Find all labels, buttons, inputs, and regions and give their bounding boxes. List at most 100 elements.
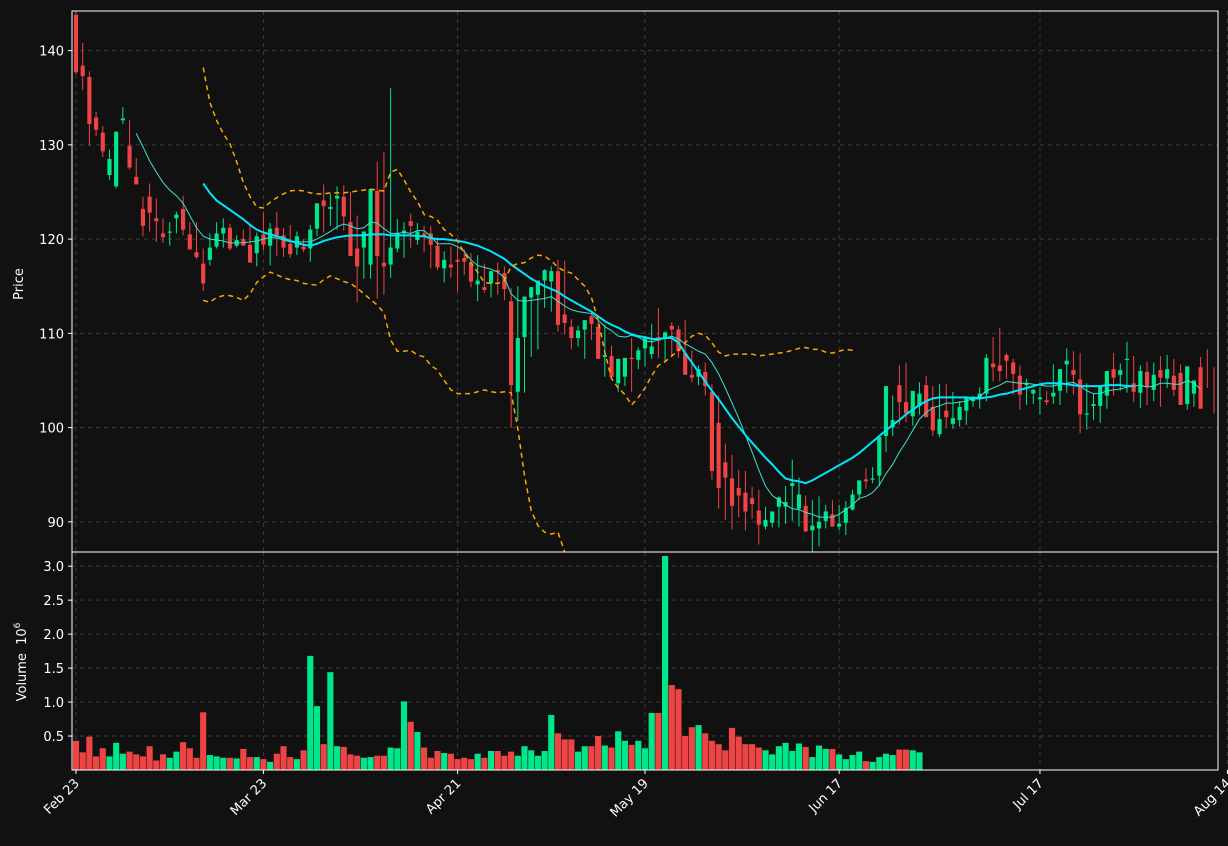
volume-bar — [514, 755, 521, 770]
volume-bar — [655, 712, 662, 770]
price-ytick-label: 130 — [39, 139, 64, 154]
volume-bar — [293, 759, 300, 770]
volume-bar — [99, 748, 106, 770]
volume-bar — [836, 754, 843, 770]
candle-body — [1131, 383, 1136, 392]
candle-body — [1031, 389, 1036, 394]
volume-bar — [876, 757, 883, 770]
volume-bar — [916, 752, 923, 770]
indicator-line-1 — [202, 182, 1134, 485]
candle-body — [100, 132, 105, 152]
volume-bar — [628, 744, 635, 770]
volume-bar — [146, 746, 153, 770]
candle-body — [723, 462, 728, 478]
candle-body — [857, 480, 862, 495]
candle-body — [897, 385, 902, 403]
volume-bar — [702, 733, 709, 770]
volume-bar — [735, 736, 742, 770]
volume-bar — [313, 706, 321, 770]
volume-bar — [240, 748, 247, 770]
volume-bar — [769, 754, 776, 770]
volume-bar — [521, 746, 528, 770]
volume-bar — [541, 750, 548, 770]
volume-ytick-label: 2.0 — [43, 628, 64, 643]
candle-body — [984, 357, 989, 394]
candle-body — [94, 117, 99, 130]
volume-ytick-label: 1.5 — [43, 662, 64, 677]
volume-bar — [307, 655, 314, 770]
volume-bar — [206, 755, 213, 770]
candle-body — [756, 510, 761, 525]
volume-bar — [287, 757, 294, 770]
candle-body — [495, 270, 500, 273]
candle-body — [422, 233, 427, 237]
volume-bar — [139, 756, 147, 770]
volume-bar — [688, 727, 695, 770]
volume-bar — [340, 746, 347, 770]
candle-body — [73, 14, 79, 73]
price-candles — [73, 11, 1215, 552]
volume-bar — [126, 751, 133, 770]
candle-body — [515, 338, 520, 392]
candle-body — [863, 479, 868, 482]
volume-bar — [300, 750, 307, 770]
volume-bar — [755, 747, 762, 770]
volume-bar — [421, 747, 428, 770]
candle-body — [247, 244, 253, 263]
volume-bar — [427, 757, 434, 770]
volume-bar — [501, 755, 508, 770]
volume-ytick-label: 0.5 — [43, 730, 64, 745]
volume-bar — [193, 757, 200, 770]
candle-body — [582, 320, 587, 330]
volume-bar — [882, 753, 890, 770]
candle-body — [221, 227, 226, 234]
candle-body — [589, 316, 594, 324]
volume-bar — [200, 712, 207, 770]
candle-body — [803, 505, 808, 532]
volume-bar — [173, 751, 180, 770]
volume-bar — [186, 748, 193, 770]
candle-body — [596, 326, 601, 359]
volume-bar — [722, 750, 729, 770]
candle-body — [1044, 400, 1049, 403]
volume-bar — [809, 757, 816, 770]
volume-bar — [387, 747, 394, 770]
volume-bar — [461, 757, 468, 770]
candle-body — [837, 523, 842, 527]
candle-body — [790, 483, 795, 487]
volume-ytick-label: 1.0 — [43, 696, 64, 711]
volume-bar — [367, 757, 374, 770]
volume-bar — [682, 736, 689, 770]
volume-bar — [106, 756, 113, 770]
volume-bar — [601, 745, 608, 770]
volume-bar — [333, 746, 341, 770]
volume-bar — [574, 751, 582, 770]
candle-body — [509, 301, 514, 386]
price-ytick-label: 100 — [39, 422, 64, 437]
candle-body — [127, 145, 132, 168]
volume-bar — [481, 757, 488, 770]
candle-body — [1064, 360, 1069, 365]
candle-body — [843, 507, 848, 523]
volume-bar — [119, 753, 126, 770]
candle-body — [776, 497, 781, 507]
volume-bar — [354, 755, 361, 770]
candle-body — [1178, 372, 1183, 405]
candle-body — [187, 234, 192, 250]
candle-body — [609, 355, 614, 377]
price-grid — [72, 11, 1228, 552]
candle-body — [991, 363, 996, 368]
candle-body — [395, 233, 400, 249]
candle-body — [622, 357, 627, 377]
candle-body — [1098, 386, 1103, 406]
candle-body — [703, 371, 708, 387]
indicator-line-3 — [202, 271, 566, 552]
indicator-line-2 — [202, 67, 853, 407]
candle-body — [1057, 369, 1063, 391]
price-axis-label: Price — [12, 268, 27, 300]
candle-body — [683, 353, 688, 375]
candle-body — [475, 280, 480, 285]
volume-bar — [434, 750, 441, 770]
